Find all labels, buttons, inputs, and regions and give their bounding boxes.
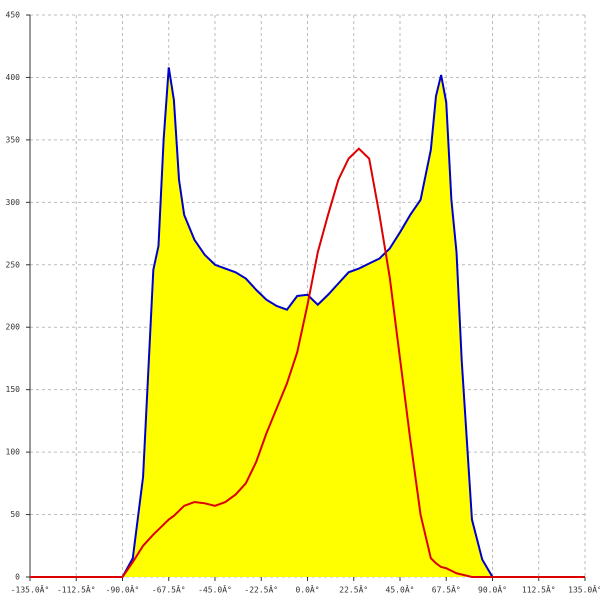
y-tick-label: 100 — [6, 448, 21, 457]
x-tick-label: -67.5Â° — [152, 584, 186, 595]
x-tick-label: 135.0Â° — [568, 584, 600, 595]
y-tick-label: 0 — [15, 573, 20, 582]
y-tick-label: 200 — [6, 323, 21, 332]
series-line — [30, 67, 585, 578]
y-tick-label: 250 — [6, 260, 21, 269]
x-tick-label: -45.0Â° — [198, 584, 232, 595]
x-tick-label: 112.5Â° — [522, 584, 556, 595]
y-tick-label: 450 — [6, 11, 21, 20]
x-tick-label: -135.0Â° — [11, 584, 50, 595]
x-tick-label: 45.0Â° — [386, 584, 415, 595]
area-fill — [30, 67, 585, 577]
y-tick-label: 350 — [6, 135, 21, 144]
x-tick-label: 22.5Â° — [339, 584, 368, 595]
x-tick-label: -22.5Â° — [244, 584, 278, 595]
x-tick-label: 90.0Â° — [478, 584, 507, 595]
series-line — [30, 147, 585, 578]
x-tick-label: -90.0Â° — [106, 584, 140, 595]
y-tick-label: 400 — [6, 73, 21, 82]
x-tick-label: -112.5Â° — [57, 584, 96, 595]
x-tick-label: 0.0Â° — [295, 584, 319, 595]
y-tick-label: 300 — [6, 198, 21, 207]
x-tick-label: 67.5Â° — [432, 584, 461, 595]
y-tick-label: 150 — [6, 385, 21, 394]
y-tick-label: 50 — [10, 510, 20, 519]
